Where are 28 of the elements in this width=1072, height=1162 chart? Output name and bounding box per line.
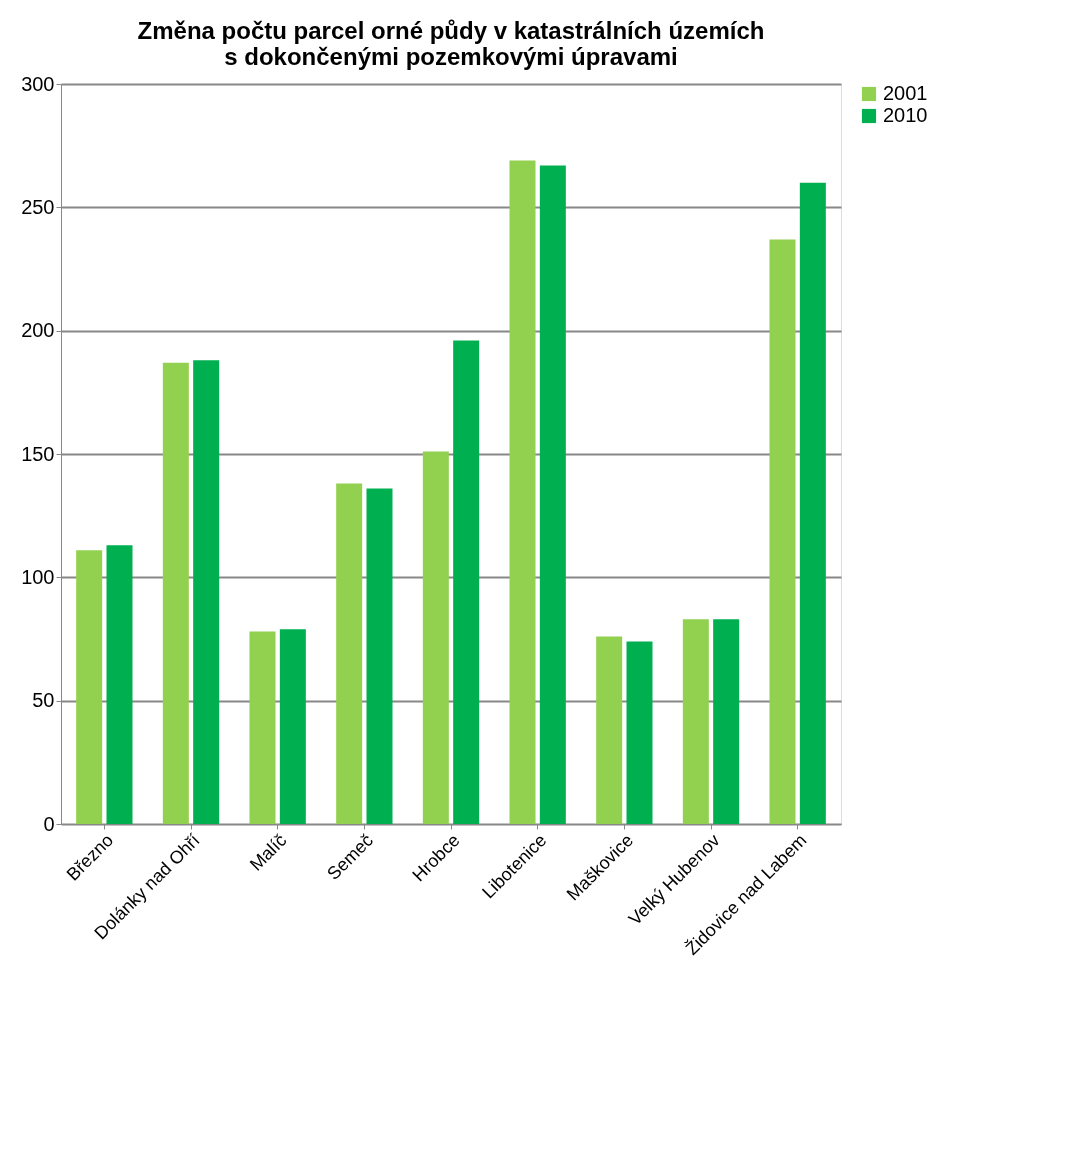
bar [539,165,566,824]
bar [106,545,133,824]
bar [336,483,363,824]
y-tick-label: 300 [21,72,55,95]
bar [162,362,189,824]
bar [279,629,306,824]
bar [596,636,623,824]
bar [626,641,653,824]
bar [682,619,709,824]
y-tick-label: 0 [43,812,55,835]
y-tick-label: 250 [21,195,55,218]
chart-title: Změna počtu parcel orné půdy v katastrálních územích s dokončenými pozemkovými úpravami [137,17,765,70]
legend-label: 2001 [883,82,928,104]
bar [76,550,103,824]
bar [422,451,449,824]
bar [193,360,220,824]
y-tick-label: 50 [32,689,55,712]
y-tick-label: 100 [21,565,55,588]
bar [799,182,826,824]
bar [713,619,740,824]
bar [249,631,276,824]
y-tick-label: 150 [21,442,55,465]
bar [366,488,393,824]
bar [509,160,536,824]
bar [769,239,796,824]
bar [453,340,480,824]
y-tick-label: 200 [21,319,55,342]
legend-label: 2010 [883,104,928,126]
